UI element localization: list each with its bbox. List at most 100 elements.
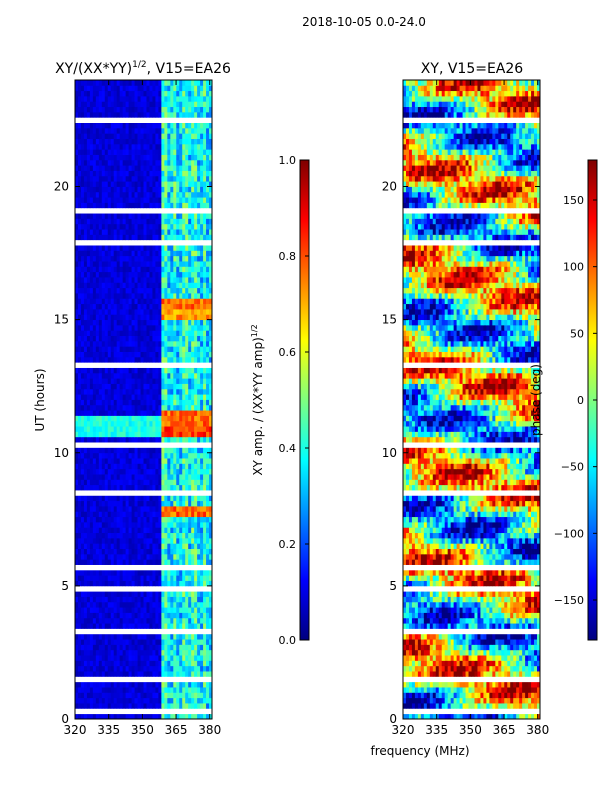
heatmap-cell [191, 111, 195, 118]
heatmap-cell [86, 122, 91, 129]
heatmap-cell [92, 521, 97, 528]
heatmap-cell [143, 559, 147, 565]
heatmap-cell [92, 671, 97, 677]
heatmap-cell [188, 250, 192, 257]
heatmap-cell [170, 165, 174, 171]
heatmap-cell [77, 106, 82, 113]
heatmap-cell [191, 500, 195, 507]
heatmap-cell [140, 596, 144, 603]
heatmap-cell [83, 617, 88, 624]
heatmap-cell [152, 191, 156, 198]
heatmap-cell [137, 340, 141, 347]
heatmap-cell [86, 213, 91, 219]
heatmap-cell [203, 165, 207, 171]
heatmap-cell [75, 436, 79, 443]
heatmap-cell [95, 452, 100, 459]
heatmap-cell [89, 133, 94, 139]
heatmap-cell [173, 138, 177, 145]
heatmap-cell [164, 436, 168, 443]
heatmap-cell [134, 85, 138, 92]
heatmap-cell [92, 346, 97, 352]
heatmap-cell [116, 671, 121, 677]
heatmap-cell [179, 607, 183, 613]
heatmap-cell [98, 468, 103, 475]
heatmap-cell [116, 159, 121, 166]
heatmap-cell [200, 420, 204, 427]
heatmap-cell [209, 271, 213, 278]
heatmap-cell [83, 537, 88, 544]
heatmap-cell [173, 245, 177, 251]
heatmap-cell [131, 703, 135, 709]
heatmap-cell [110, 665, 115, 672]
heatmap-cell [203, 367, 207, 374]
heatmap-cell [203, 308, 207, 315]
heatmap-cell [77, 601, 82, 608]
heatmap-cell [137, 660, 141, 667]
heatmap-cell [200, 383, 204, 390]
heatmap-cell [77, 692, 82, 699]
heatmap-cell [128, 484, 132, 491]
heatmap-cell [119, 319, 124, 326]
heatmap-cell [176, 271, 180, 278]
heatmap-cell [152, 639, 156, 645]
heatmap-cell [191, 607, 195, 613]
heatmap-cell [98, 458, 103, 464]
heatmap-cell [191, 293, 195, 299]
heatmap-cell [206, 521, 210, 528]
heatmap-cell [152, 426, 156, 432]
heatmap-cell [98, 548, 103, 555]
heatmap-cell [206, 159, 210, 166]
heatmap-cell [131, 106, 135, 113]
heatmap-cell [158, 133, 162, 139]
heatmap-cell [191, 351, 195, 358]
heatmap-cell [119, 175, 124, 182]
heatmap-cell [140, 298, 144, 305]
heatmap-cell [95, 495, 100, 502]
heatmap-cell [77, 484, 82, 491]
heatmap-cell [152, 101, 156, 108]
heatmap-cell [200, 484, 204, 491]
heatmap-cell [92, 697, 97, 704]
heatmap-cell [143, 293, 147, 299]
heatmap-cell [170, 633, 174, 640]
heatmap-cell [89, 388, 94, 395]
heatmap-cell [122, 506, 127, 512]
heatmap-cell [161, 351, 165, 358]
heatmap-cell [80, 687, 85, 693]
heatmap-cell [113, 127, 118, 134]
heatmap-cell [152, 703, 156, 709]
heatmap-cell [173, 202, 177, 209]
heatmap-cell [191, 404, 195, 411]
heatmap-cell [98, 569, 103, 576]
heatmap-cell [146, 197, 150, 203]
heatmap-cell [75, 250, 79, 257]
heatmap-cell [131, 378, 135, 384]
heatmap-cell [134, 633, 138, 640]
heatmap-cell [116, 553, 121, 560]
heatmap-cell [80, 527, 85, 534]
heatmap-cell [104, 298, 109, 305]
heatmap-cell [161, 580, 165, 587]
heatmap-cell [200, 601, 204, 608]
heatmap-cell [161, 644, 165, 651]
heatmap-cell [83, 340, 88, 347]
heatmap-cell [191, 394, 195, 400]
heatmap-cell [161, 143, 165, 150]
heatmap-cell [188, 335, 192, 342]
heatmap-cell [194, 537, 198, 544]
heatmap-cell [176, 255, 180, 262]
heatmap-cell [182, 197, 186, 203]
heatmap-cell [116, 559, 121, 565]
heatmap-cell [158, 340, 162, 347]
heatmap-cell [149, 575, 153, 581]
heatmap-cell [83, 346, 88, 352]
heatmap-cell [125, 506, 130, 512]
heatmap-cell [83, 655, 88, 661]
heatmap-cell [206, 569, 210, 576]
heatmap-cell [131, 122, 135, 129]
heatmap-cell [197, 319, 201, 326]
heatmap-cell [191, 665, 195, 672]
heatmap-cell [164, 218, 168, 225]
heatmap-cell [107, 713, 112, 720]
heatmap-cell [170, 500, 174, 507]
